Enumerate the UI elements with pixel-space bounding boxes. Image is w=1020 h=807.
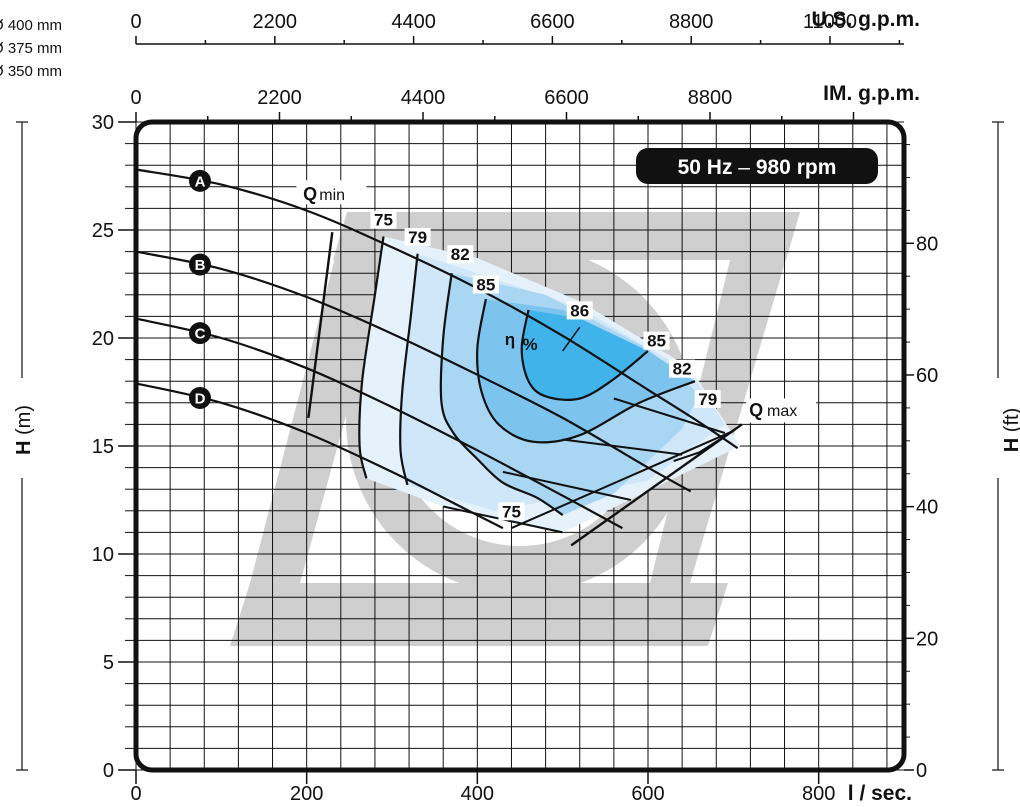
us-gpm-tick-label: 2200 <box>253 11 298 33</box>
head-curve-B <box>135 250 692 493</box>
right-axis-tick-label: 80 <box>916 233 938 255</box>
left-axis-tick-label: 15 <box>92 436 114 458</box>
efficiency-label: 86 <box>570 301 589 320</box>
watermark-left-bar <box>250 212 402 583</box>
qmax-suffix: max <box>767 403 797 420</box>
efficiency-eta: η <box>505 330 515 349</box>
efficiency-label-bg <box>447 245 474 264</box>
right-axis-tick-label: 0 <box>916 760 927 782</box>
efficiency-label: 75 <box>502 502 521 521</box>
x-axis-tick-label: 400 <box>461 783 494 805</box>
speed-badge-bg <box>636 148 878 184</box>
efficiency-symbol: η% <box>505 330 538 354</box>
curve-marker-letter: A <box>195 173 206 190</box>
curve-marker-dot <box>189 253 211 276</box>
qmin-suffix: min <box>319 187 345 204</box>
eff-region-86 <box>521 309 648 400</box>
qmax-label-bg <box>746 398 817 423</box>
efficiency-link-line <box>562 438 683 456</box>
right-axis-tick-label: 60 <box>916 365 938 387</box>
efficiency-label-bg <box>370 210 397 229</box>
us-gpm-tick-label: 0 <box>130 11 141 33</box>
im-gpm-tick-label: 6600 <box>544 87 589 109</box>
efficiency-contour-79 <box>399 253 419 486</box>
left-axis-tick-label: 10 <box>92 544 114 566</box>
grid-lines <box>135 121 904 771</box>
qmax-line-secondary <box>673 430 734 463</box>
us-gpm-tick-label: 4400 <box>391 11 436 33</box>
curve-marker-C: C <box>189 322 211 345</box>
efficiency-label-bg <box>404 227 431 246</box>
us-gpm-tick-label: 6600 <box>530 11 575 33</box>
efficiency-label-bg <box>669 359 696 378</box>
efficiency-label: 85 <box>476 275 495 294</box>
efficiency-label-bg <box>643 331 670 350</box>
qmin-label-bg <box>296 180 367 205</box>
im-gpm-tick-label: 8800 <box>688 87 733 109</box>
curve-marker-dot <box>189 322 211 345</box>
right-axis-tick-label: 20 <box>916 628 938 650</box>
x-axis-tick-label: 800 <box>802 783 835 805</box>
curve-marker-A: A <box>189 169 211 192</box>
us-gpm-tick-label: 11000 <box>803 11 857 33</box>
x-axis-tick-label: 200 <box>290 783 323 805</box>
left-axis-title: H (m) <box>13 405 35 455</box>
left-axis-tick-label: 0 <box>103 760 114 782</box>
im-gpm-tick-label: 0 <box>130 87 141 109</box>
curve-marker-D: D <box>189 386 211 409</box>
efficiency-label: 79 <box>698 390 717 409</box>
curve-marker-letter: B <box>195 257 206 274</box>
left-axis-tick-label: 25 <box>92 220 114 242</box>
efficiency-label-bg <box>472 275 499 294</box>
efficiency-link-line <box>502 470 632 501</box>
x-axis-label: l / sec. <box>848 782 912 805</box>
x-axis-tick-label: 600 <box>631 783 664 805</box>
efficiency-label: 82 <box>673 360 692 379</box>
head-curve-C <box>135 317 623 530</box>
curve-marker-dot <box>189 386 211 409</box>
efficiency-label: 75 <box>374 211 393 230</box>
left-axis-tick-label: 30 <box>92 112 114 134</box>
efficiency-label-bg <box>566 301 593 320</box>
im-gpm-tick-label: 2200 <box>257 87 302 109</box>
left-axis-tick-label: 5 <box>103 652 114 674</box>
right-axis-tick-label: 40 <box>916 497 938 519</box>
watermark-bottom-bar <box>230 583 728 646</box>
curve-marker-B: B <box>189 253 211 276</box>
efficiency-label-bg <box>694 389 721 408</box>
right-axis-title: H (ft) <box>1001 408 1020 452</box>
efficiency-label: 82 <box>451 245 470 264</box>
efficiency-percent: % <box>522 335 537 354</box>
us-gpm-axis-label: U.S. g.p.m. <box>811 8 920 31</box>
us-gpm-tick-label: 8800 <box>669 11 714 33</box>
curve-marker-dot <box>189 169 211 192</box>
curve-marker-letter: D <box>195 390 206 407</box>
efficiency-label-bg <box>498 502 525 521</box>
x-axis-tick-label: 0 <box>130 783 141 805</box>
diameter-legend-item: Ø 350 mm <box>0 63 62 80</box>
curve-marker-letter: C <box>195 326 206 343</box>
efficiency-label: 85 <box>647 332 666 351</box>
qmin-line <box>307 232 334 419</box>
speed-badge-text: 50 Hz – 980 rpm <box>678 156 837 179</box>
efficiency-86-pointer <box>562 326 581 352</box>
qmax-q: Q <box>749 400 763 420</box>
diameter-legend-item: Ø 375 mm <box>0 40 62 57</box>
efficiency-label: 79 <box>408 228 427 247</box>
left-axis-tick-label: 20 <box>92 328 114 350</box>
speed-badge: 50 Hz – 980 rpm <box>636 148 878 184</box>
qmax-line-secondary <box>511 429 734 530</box>
im-gpm-tick-label: 4400 <box>401 87 446 109</box>
efficiency-contour-86 <box>520 309 649 401</box>
im-gpm-axis-label: IM. g.p.m. <box>823 82 920 105</box>
qmin-q: Q <box>303 184 317 204</box>
diameter-legend-item: Ø 400 mm <box>0 17 62 34</box>
